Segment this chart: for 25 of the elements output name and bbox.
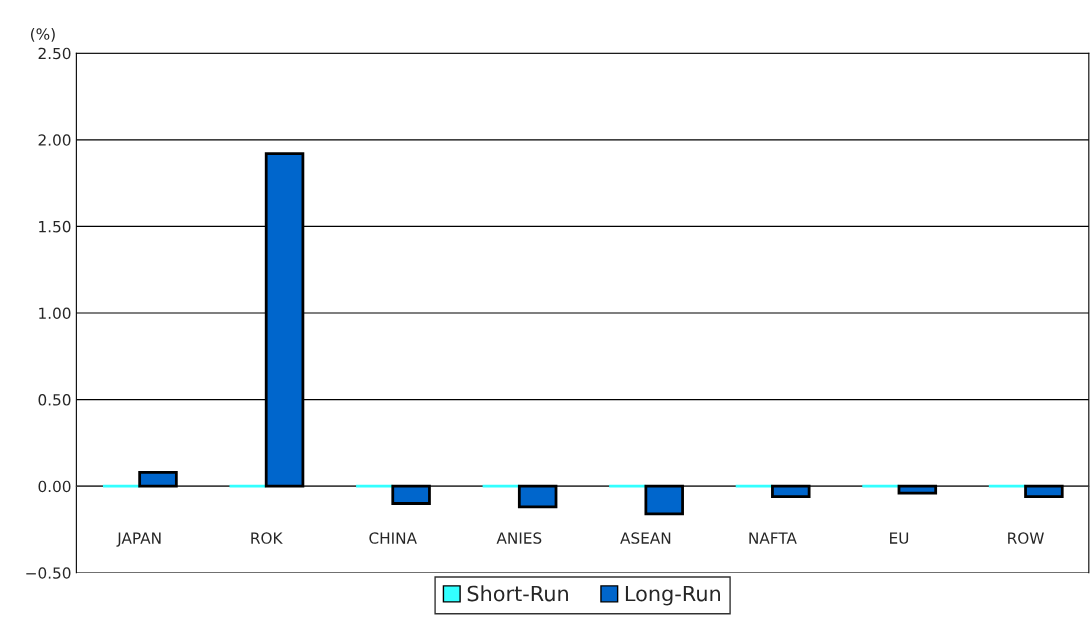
x-tick-label: NAFTA (749, 532, 797, 544)
y-tick-label: −0.50 (26, 567, 71, 579)
x-tick-label: JAPAN (116, 532, 161, 547)
x-tick-label: CHINA (369, 532, 417, 544)
x-tick-label: EU (890, 532, 909, 544)
bar (897, 484, 938, 495)
y-tick-label: 1.50 (39, 220, 71, 233)
bar (1024, 484, 1064, 498)
x-tick-label: ASEAN (620, 532, 671, 544)
legend-label: Long-Run (625, 585, 720, 606)
legend-label: Short-Run (467, 585, 568, 602)
bar (138, 470, 178, 488)
y-axis-title: (%) (31, 28, 55, 42)
bar (391, 484, 431, 505)
bar (644, 484, 684, 516)
x-tick-label: ANIES (496, 532, 542, 544)
x-tick-label: ROK (251, 532, 283, 544)
bar (517, 484, 558, 509)
y-tick-label: 2.00 (38, 134, 71, 146)
y-tick-label: 0.50 (38, 394, 71, 406)
y-tick-label: 1.00 (39, 307, 71, 320)
bar (771, 484, 811, 498)
y-tick-label: 0.00 (38, 480, 71, 493)
y-tick-label: 2.50 (38, 47, 71, 60)
x-tick-label: ROW (1008, 532, 1044, 544)
